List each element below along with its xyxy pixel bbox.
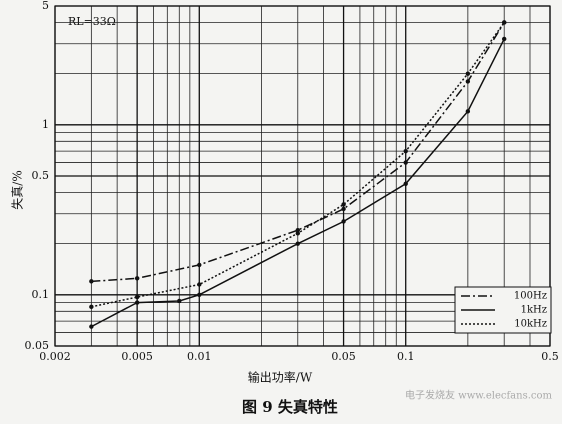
watermark: 电子发烧友 www.elecfans.com <box>405 389 553 402</box>
data-point <box>341 219 346 224</box>
data-point <box>502 36 507 42</box>
x-tick-label: 0.05 <box>331 350 356 363</box>
y-axis-label: 失真/% <box>10 170 25 209</box>
legend-label: 100Hz <box>514 291 547 302</box>
series-line <box>91 22 505 308</box>
x-tick-label: 0.002 <box>39 350 71 363</box>
data-point <box>403 160 408 165</box>
data-point <box>197 282 202 287</box>
y-tick-label: 5 <box>42 0 49 12</box>
series-line <box>91 22 505 283</box>
data-point <box>197 262 202 268</box>
legend-label: 10kHz <box>514 319 547 330</box>
data-point <box>295 227 300 233</box>
data-point <box>89 279 94 284</box>
data-point <box>177 298 182 304</box>
data-point <box>341 202 346 207</box>
x-tick-label: 0.5 <box>541 350 559 363</box>
x-tick-label: 0.01 <box>187 350 212 363</box>
data-point <box>197 292 202 298</box>
data-point <box>134 294 140 300</box>
data-point <box>89 324 94 329</box>
data-point <box>403 181 408 186</box>
data-point <box>403 148 408 154</box>
x-axis-label: 输出功率/W <box>248 370 313 385</box>
x-tick-label: 0.005 <box>121 350 153 363</box>
y-tick-label: 0.5 <box>32 169 50 182</box>
data-point <box>134 300 140 305</box>
data-point <box>465 71 471 76</box>
data-point <box>295 231 300 236</box>
y-tick-label: 0.1 <box>32 288 50 301</box>
x-tick-label: 0.1 <box>397 350 415 363</box>
data-point <box>295 241 300 246</box>
data-point <box>465 109 471 114</box>
data-point <box>465 79 471 84</box>
y-tick-label: 1 <box>42 118 49 131</box>
data-point <box>89 304 94 310</box>
legend-label: 1kHz <box>521 305 547 316</box>
data-point <box>502 20 507 25</box>
data-point <box>134 276 140 281</box>
caption: 图 9 失真特性 <box>242 398 338 416</box>
y-tick-label: 0.05 <box>25 339 50 352</box>
data-point <box>341 206 346 212</box>
annotation: RL=33Ω <box>68 15 116 28</box>
